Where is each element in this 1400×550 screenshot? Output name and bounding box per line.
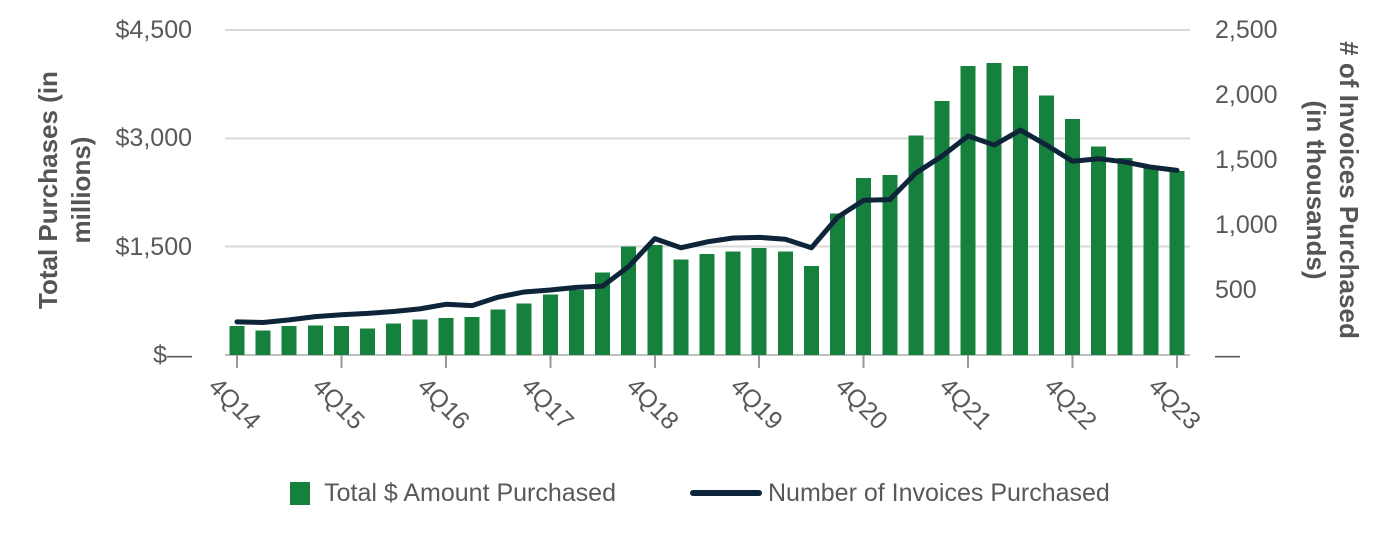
bar (490, 309, 506, 355)
bar (1143, 166, 1159, 355)
right-axis-tick-label: 500 (1215, 276, 1257, 304)
bar (229, 326, 245, 355)
legend-label-line-series: Number of Invoices Purchased (768, 478, 1110, 507)
bar (542, 294, 558, 355)
left-axis-title: Total Purchases (in millions) (32, 10, 104, 370)
left-axis-title-line2: millions) (66, 136, 96, 244)
bar (568, 290, 584, 355)
bar (986, 63, 1002, 355)
right-axis-tick-label: 2,000 (1215, 81, 1278, 109)
bar (412, 319, 428, 355)
bar (1012, 66, 1028, 355)
left-axis-tick-label: $4,500 (115, 16, 192, 44)
left-axis-title-line1: Total Purchases (in (33, 71, 63, 309)
bar (908, 135, 924, 355)
bar (725, 251, 741, 355)
bar (464, 317, 480, 355)
left-axis-tick-label: $— (153, 341, 192, 369)
bar (751, 247, 767, 355)
bar (934, 100, 950, 356)
bar (438, 318, 454, 355)
right-axis-title-line1: # of Invoices Purchased (1334, 41, 1364, 339)
bar (595, 272, 611, 355)
bar (360, 328, 376, 355)
bar (1169, 170, 1185, 355)
legend-label-bar-series: Total $ Amount Purchased (324, 478, 616, 507)
bar (699, 253, 715, 355)
legend: Total $ Amount Purchased Number of Invoi… (0, 470, 1400, 516)
bar (803, 266, 819, 355)
bar (1091, 146, 1107, 355)
bar (621, 246, 637, 355)
bar (647, 245, 663, 355)
right-axis-title-line2: (in thousands) (1301, 100, 1331, 280)
bar (255, 330, 271, 355)
bar (307, 325, 323, 355)
bar (333, 325, 349, 355)
legend-line-swatch-icon (690, 490, 762, 496)
invoices-line (234, 127, 1180, 325)
right-axis-tick-label: 2,500 (1215, 16, 1278, 44)
right-axis-tick-label: — (1215, 341, 1240, 369)
legend-bar-swatch-icon (290, 481, 311, 505)
bar (1065, 118, 1081, 355)
bar (777, 251, 793, 355)
bar (882, 175, 898, 355)
bar (1117, 158, 1133, 355)
bar (281, 326, 297, 355)
bar (856, 178, 872, 355)
bar (830, 213, 846, 355)
bar (516, 303, 532, 355)
bar (386, 323, 402, 355)
bar (1038, 95, 1054, 355)
left-axis-tick-label: $3,000 (115, 124, 192, 153)
right-axis-tick-label: 1,000 (1215, 211, 1278, 239)
right-axis-tick-label: 1,500 (1215, 146, 1278, 174)
bar (673, 259, 689, 355)
left-axis-tick-label: $1,500 (115, 232, 192, 261)
right-axis-title: # of Invoices Purchased (in thousands) (1293, 0, 1365, 385)
bar (960, 66, 976, 355)
